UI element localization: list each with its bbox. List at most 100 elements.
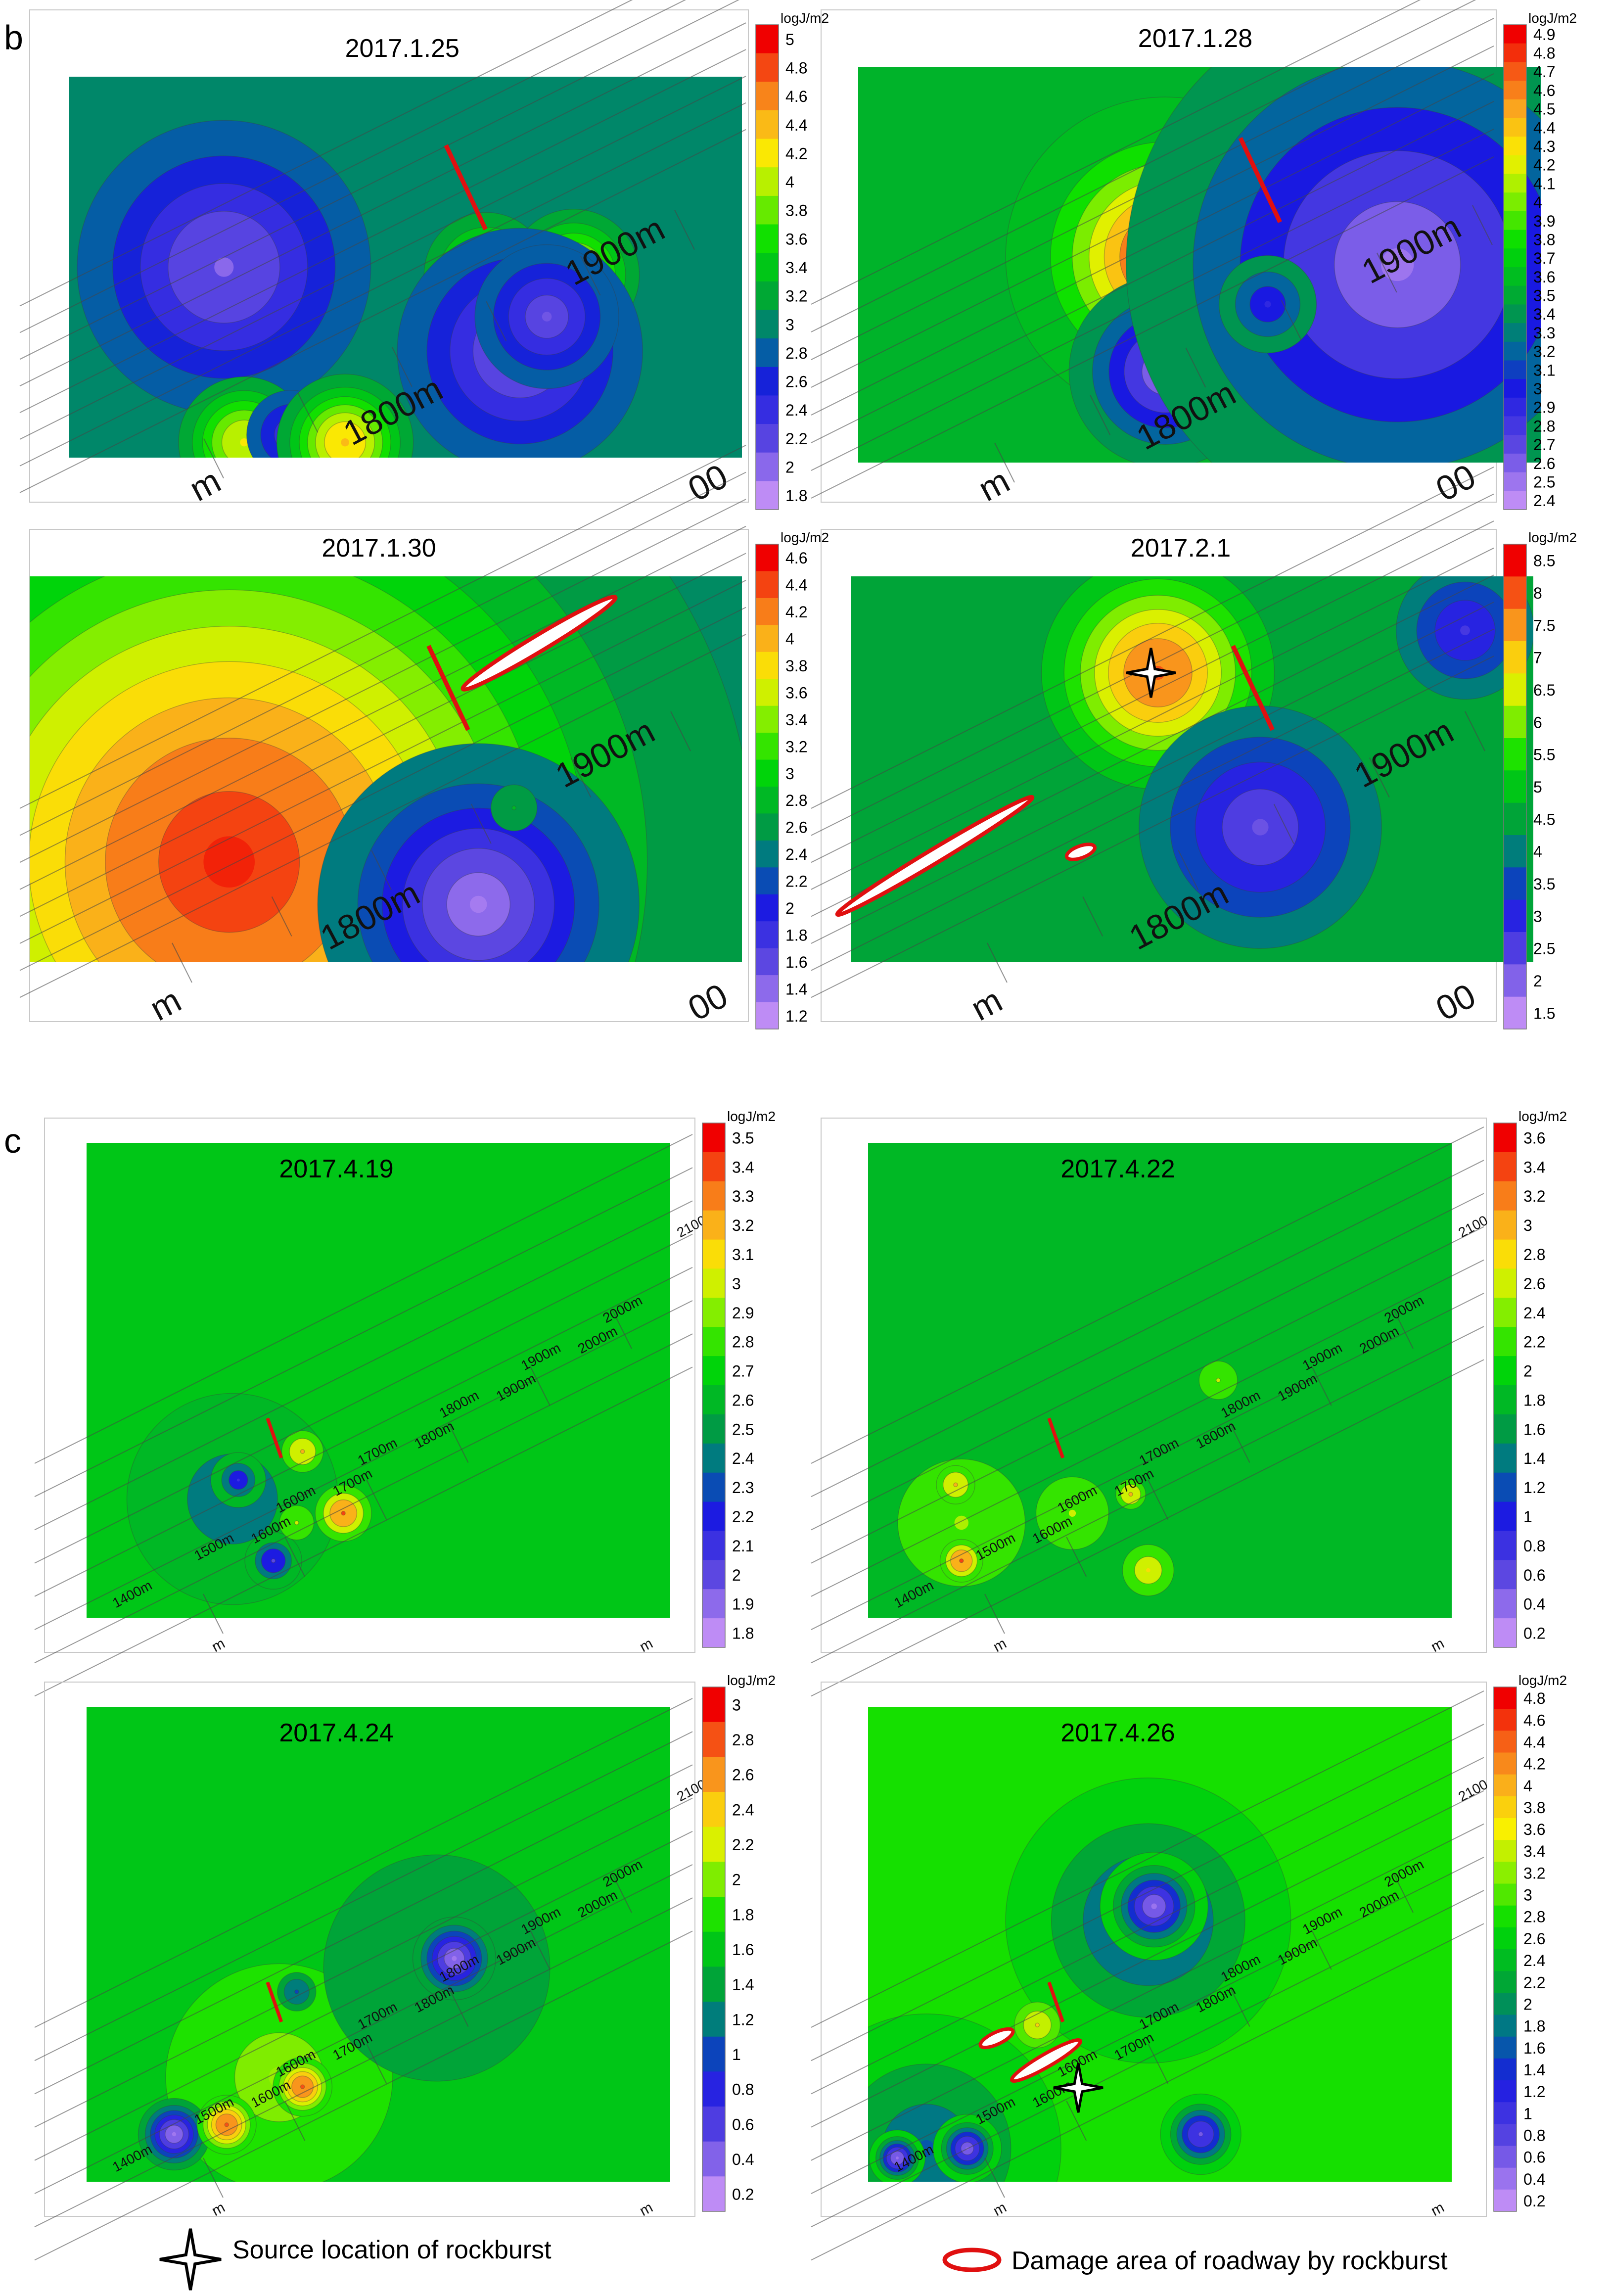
colorbar-swatch [702, 1792, 725, 1827]
colorbar-swatch [1494, 1709, 1517, 1731]
roadway-line [811, 1160, 1484, 1498]
contour-map [30, 576, 742, 962]
colorbar-swatch [1504, 609, 1526, 642]
colorbar-tick-label: 8.5 [1533, 552, 1555, 570]
colorbar-tick-label: 2.8 [1523, 1908, 1545, 1926]
colorbar-swatch [756, 894, 779, 922]
edge-label: 00 [1429, 457, 1481, 509]
crosscut-line [391, 347, 413, 387]
crosscut-line [570, 757, 592, 798]
colorbar-swatch [1504, 397, 1526, 417]
colorbar-tick-label: 4.4 [785, 116, 807, 134]
roadway-line [811, 656, 1494, 998]
colorbar-swatch [1504, 835, 1526, 868]
colorbar-tick-label: 0.2 [1523, 2192, 1545, 2210]
crosscut-line [529, 1929, 551, 1970]
crosscut-line [1472, 205, 1493, 245]
roadway-line [811, 46, 1494, 388]
colorbar-swatch [702, 1931, 725, 1967]
working-face-line [1231, 645, 1275, 731]
roadway-line [811, 1690, 1484, 2028]
colorbar-tick-label: 4 [1523, 1777, 1532, 1795]
colorbar-swatch [1504, 996, 1526, 1030]
colorbar-tick-label: 3.3 [732, 1187, 754, 1205]
crosscut-line [674, 210, 695, 250]
colorbar-tick-label: 1.4 [1523, 2061, 1545, 2079]
colorbar-tick-label: 2.4 [1523, 1952, 1545, 1969]
panel-title: 2017.4.24 [279, 1719, 393, 1747]
colorbar-tick-label: 2.7 [732, 1362, 754, 1380]
colorbar-tick-label: 2.8 [1523, 1246, 1545, 1264]
colorbar-tick-label: 4.5 [1533, 100, 1555, 118]
colorbar-tick-label: 3.6 [1533, 268, 1555, 286]
colorbar-swatch [702, 1356, 725, 1386]
colorbar-tick-label: 2 [1523, 1362, 1532, 1380]
heatmap-panel: 1400m1500m1600m1700m1800m1900m2000m1600m… [811, 1109, 1567, 1697]
colorbar-tick-label: 1 [1523, 2105, 1532, 2122]
heatmap-panel: 1400m1500m1600m1700m1800m1900m2000m1600m… [34, 1109, 776, 1697]
colorbar-swatch [702, 1239, 725, 1269]
colorbar-swatch [756, 975, 779, 1002]
colorbar-swatch [1494, 1618, 1517, 1648]
contour-map [87, 1143, 670, 1618]
crosscut-line [1393, 1873, 1414, 1913]
roadway-line [19, 525, 746, 890]
colorbar-swatch [1494, 1327, 1517, 1357]
colorbar-swatch [1504, 932, 1526, 965]
colorbar-tick-label: 2 [732, 1871, 741, 1889]
source-star-icon [1126, 648, 1176, 698]
roadway-line [19, 129, 746, 493]
colorbar-swatch [1504, 641, 1526, 674]
colorbar-tick-label: 1.8 [732, 1625, 754, 1642]
colorbar-swatch [756, 840, 779, 868]
crosscut-line [984, 1593, 1005, 1634]
roadway-line [811, 156, 1494, 499]
colorbar-swatch [756, 110, 779, 139]
roadway-line [811, 101, 1494, 443]
hotspot-peak [896, 2156, 899, 2159]
roadway-line [811, 602, 1494, 944]
colorbar-swatch [702, 1618, 725, 1648]
colorbar-tick-label: 3 [1523, 1886, 1532, 1904]
colorbar-swatch [1494, 1239, 1517, 1269]
colorbar-tick-label: 3.5 [1533, 875, 1555, 893]
crosscut-line [1148, 1480, 1169, 1520]
crosscut-line [1066, 1537, 1087, 1577]
colorbar-tick-label: 5 [1533, 778, 1542, 796]
colorbar-tick-label: 3 [1523, 1217, 1532, 1234]
crosscut-line [1229, 1986, 1250, 2027]
colorbar-tick-label: 1.8 [1523, 2017, 1545, 2035]
colorbar: 3.6 3.4 3.2 3 2.8 2.6 2.4 2.2 2 1.8 1.6 1.4 1.2 1 0.8 0… [1493, 1109, 1567, 1648]
colorbar-tick-label: 2.2 [1523, 1973, 1545, 1991]
colorbar-swatch [756, 281, 779, 310]
colorbar-swatch [756, 452, 779, 481]
colorbar-tick-label: 2.7 [1533, 436, 1555, 454]
roadway-line [34, 1333, 693, 1664]
roadway-line [34, 1897, 693, 2228]
colorbar-swatch [1504, 576, 1526, 609]
colorbar-swatch [702, 1722, 725, 1757]
colorbar-swatch [1494, 1560, 1517, 1590]
colorbar-tick-label: 1.4 [1523, 1450, 1545, 1467]
colorbar-tick-label: 2.5 [732, 1420, 754, 1438]
colorbar-tick-label: 3.2 [1523, 1864, 1545, 1882]
roadway-lines [19, 0, 746, 493]
colorbar-tick-label: 3.2 [785, 287, 807, 305]
colorbar-swatch [702, 2036, 725, 2072]
colorbar-swatch [1504, 62, 1526, 81]
hotspot-peak [1129, 1493, 1132, 1496]
colorbar-swatch [756, 867, 779, 895]
colorbar-swatch [756, 1002, 779, 1030]
colorbar-swatch [1504, 285, 1526, 305]
crosscut-line [203, 1593, 224, 1634]
colorbar-swatch [756, 598, 779, 625]
colorbar-swatch [1494, 1531, 1517, 1560]
colorbar-tick-label: 2.4 [1533, 492, 1555, 510]
colorbar-swatch [1494, 1818, 1517, 1840]
colorbar: 4.8 4.6 4.4 4.2 4 3.8 3.6 3.4 3.2 3 2.8 2.6 2.4 2.2 2 1… [1493, 1673, 1567, 2212]
colorbar-border [702, 1123, 726, 1648]
colorbar-swatch [702, 1443, 725, 1473]
crosscut-line [1311, 1365, 1332, 1406]
contour-map [69, 77, 742, 458]
